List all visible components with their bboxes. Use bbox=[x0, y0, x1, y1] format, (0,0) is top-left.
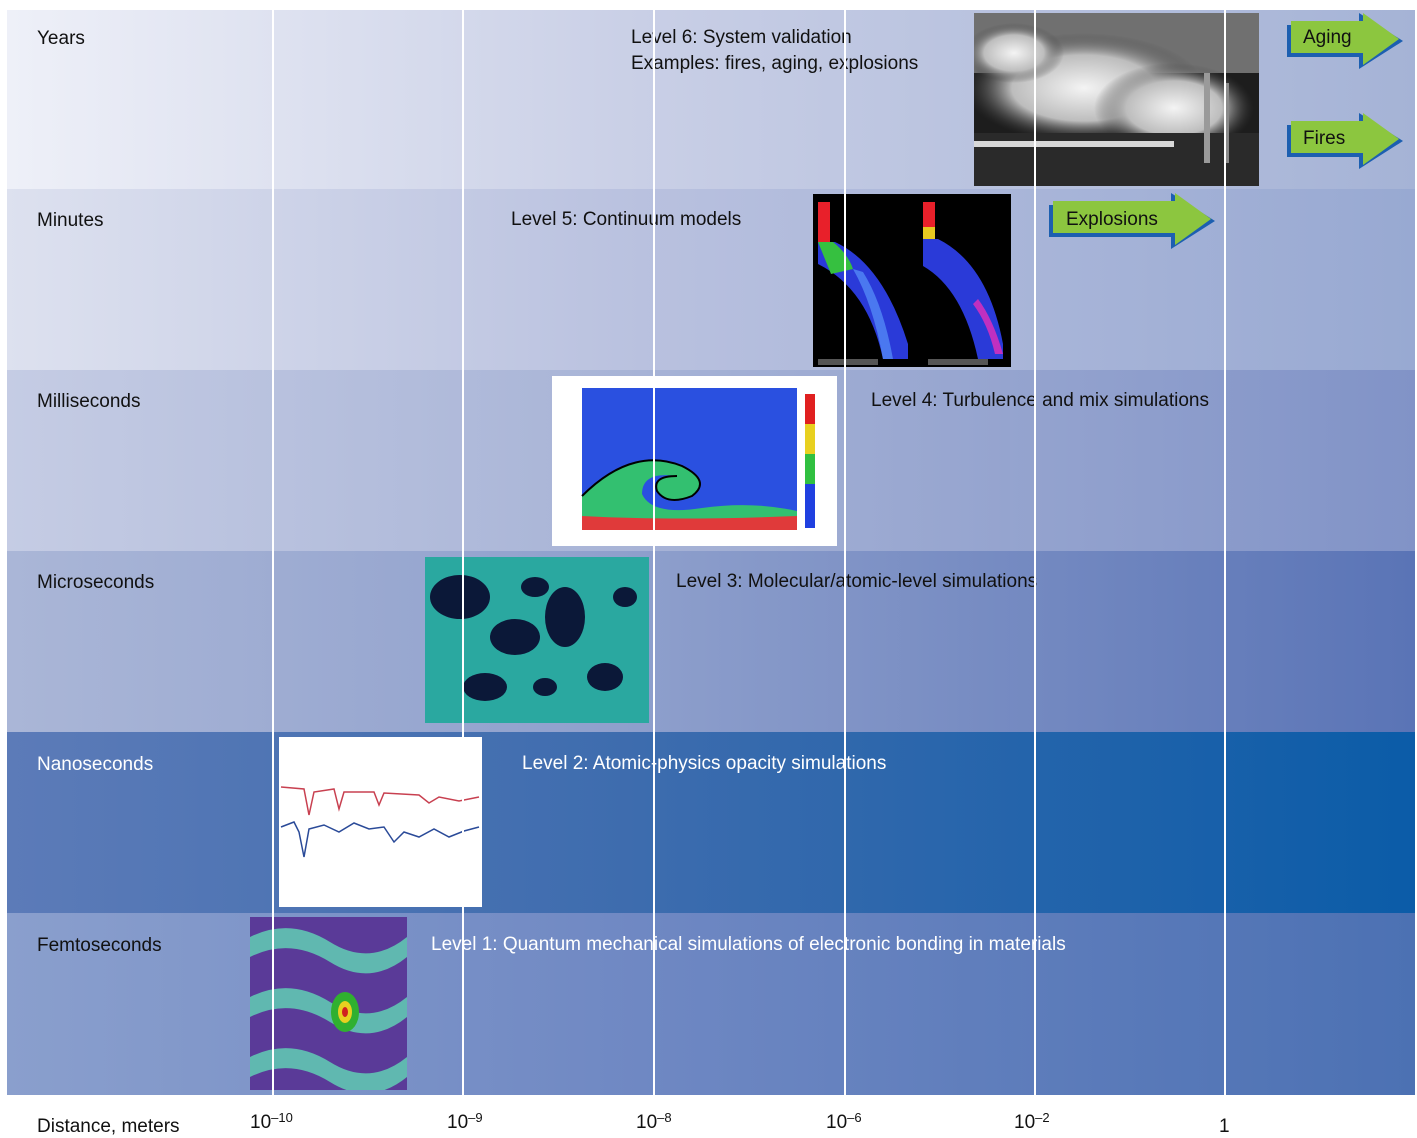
opacity-spectrum-image bbox=[279, 737, 482, 907]
molecular-simulation-image bbox=[425, 557, 649, 723]
aging-arrow-label: Aging bbox=[1303, 27, 1352, 48]
band-femtoseconds bbox=[7, 913, 1415, 1095]
explosions-arrow bbox=[1049, 193, 1215, 249]
band-nanoseconds bbox=[7, 732, 1415, 913]
row-label-milliseconds: Milliseconds bbox=[37, 391, 141, 412]
level-4-title: Level 4: Turbulence and mix simulations bbox=[871, 390, 1209, 411]
tick-1e-2: 10–2 bbox=[1014, 1110, 1050, 1133]
tick-1e-10: 10–10 bbox=[250, 1110, 293, 1133]
row-label-femtoseconds: Femtoseconds bbox=[37, 935, 162, 956]
gridline-1e-10 bbox=[272, 0, 274, 1097]
explosion-photo bbox=[974, 13, 1259, 186]
tick-1: 1 bbox=[1219, 1116, 1230, 1137]
turbulence-simulation-image bbox=[552, 376, 837, 546]
level-3-title: Level 3: Molecular/atomic-level simulati… bbox=[676, 571, 1038, 592]
band-microseconds bbox=[7, 551, 1415, 732]
fires-arrow-label: Fires bbox=[1303, 128, 1346, 149]
level-5-title: Level 5: Continuum models bbox=[511, 209, 742, 230]
gridline-1e-6 bbox=[844, 0, 846, 1097]
gridline-1e-8 bbox=[653, 0, 655, 1097]
row-label-microseconds: Microseconds bbox=[37, 572, 155, 593]
explosions-arrow-label: Explosions bbox=[1066, 209, 1158, 230]
tick-1e-6: 10–6 bbox=[826, 1110, 862, 1133]
row-label-nanoseconds: Nanoseconds bbox=[37, 754, 154, 775]
gridline-1 bbox=[1224, 0, 1226, 1097]
row-label-years: Years bbox=[37, 28, 85, 49]
level-2-title: Level 2: Atomic-physics opacity simulati… bbox=[522, 753, 887, 774]
x-axis-title: Distance, meters bbox=[37, 1116, 180, 1137]
level-6-title: Level 6: System validation bbox=[631, 27, 852, 48]
level-1-title: Level 1: Quantum mechanical simulations … bbox=[431, 934, 1066, 955]
gridline-1e-2 bbox=[1034, 0, 1036, 1097]
gridline-1e-9 bbox=[462, 0, 464, 1097]
tick-1e-9: 10–9 bbox=[447, 1110, 483, 1133]
aging-arrow bbox=[1287, 13, 1403, 69]
level-6-examples: Examples: fires, aging, explosions bbox=[631, 53, 919, 74]
row-label-minutes: Minutes bbox=[37, 210, 104, 231]
fires-arrow bbox=[1287, 113, 1403, 169]
continuum-model-image bbox=[813, 194, 1011, 367]
electronic-bonding-image bbox=[250, 917, 407, 1090]
tick-1e-8: 10–8 bbox=[636, 1110, 672, 1133]
